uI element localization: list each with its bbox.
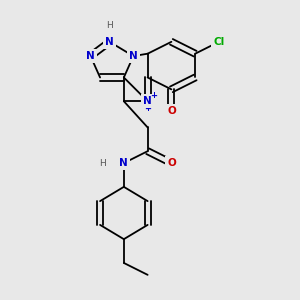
Text: N: N bbox=[129, 51, 138, 61]
Text: N: N bbox=[105, 37, 114, 47]
Text: O: O bbox=[167, 158, 176, 168]
Text: H: H bbox=[106, 21, 113, 30]
Text: O: O bbox=[167, 106, 176, 116]
Text: +: + bbox=[144, 104, 151, 113]
Text: N: N bbox=[143, 96, 152, 106]
Text: Cl: Cl bbox=[213, 37, 225, 47]
Text: N: N bbox=[119, 158, 128, 168]
Text: N: N bbox=[143, 96, 152, 106]
Text: N: N bbox=[86, 51, 95, 61]
Text: +: + bbox=[150, 91, 157, 100]
Text: H: H bbox=[99, 159, 106, 168]
